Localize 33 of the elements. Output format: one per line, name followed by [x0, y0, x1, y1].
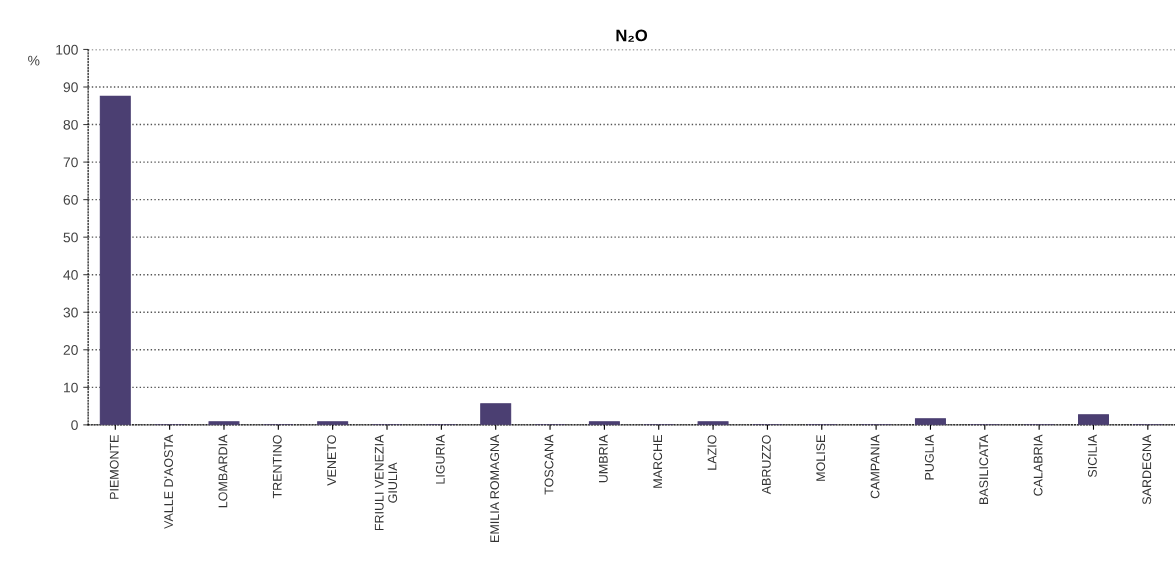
- x-tick-label: EMILIA ROMAGNA: [490, 434, 500, 542]
- y-tick-label: 70: [63, 157, 78, 168]
- y-tick-label: 30: [63, 307, 78, 318]
- x-tick-label: PIEMONTE: [109, 435, 119, 499]
- y-tick-label: 100: [56, 44, 78, 55]
- x-tick-label: ABRUZZO: [761, 435, 771, 495]
- chart-title: N₂O: [616, 29, 648, 42]
- x-tick-label: MARCHE: [653, 435, 663, 488]
- y-tick-label: 60: [63, 194, 78, 205]
- y-tick-label: 20: [63, 345, 78, 355]
- x-tick-label: VALLE D'AOSTA: [164, 434, 173, 529]
- x-tick-label: CALABRIA: [1033, 434, 1043, 496]
- y-tick-label: 40: [63, 270, 78, 280]
- x-tick-label: LOMBARDIA: [218, 434, 228, 508]
- x-tick-label: MOLISE: [816, 435, 826, 481]
- x-tick-label: LAZIO: [707, 435, 717, 470]
- x-tick-label: BASILICATA: [979, 434, 989, 504]
- x-tick-label: VENETO: [327, 435, 337, 486]
- y-tick-label: 80: [63, 119, 78, 130]
- y-tick-label: 90: [63, 82, 78, 93]
- x-tick-label: UMBRIA: [599, 434, 608, 483]
- x-tick-label: FRIULI VENEZIA GIULIA: [374, 434, 398, 531]
- y-tick-label: 10: [64, 382, 78, 393]
- x-tick-label: SICILIA: [1087, 434, 1097, 478]
- y-tick-label: 50: [63, 232, 78, 243]
- x-tick-label: CAMPANIA: [870, 434, 880, 499]
- x-tick-label: TRENTINO: [272, 435, 282, 499]
- x-tick-label: SARDEGNA: [1142, 434, 1152, 505]
- x-tick-label: TOSCANA: [544, 434, 554, 495]
- x-tick-label: LIGURIA: [435, 434, 445, 484]
- y-axis-title: %: [28, 55, 40, 66]
- y-tick-label: 0: [71, 420, 78, 431]
- x-tick-label: PUGLIA: [924, 434, 934, 480]
